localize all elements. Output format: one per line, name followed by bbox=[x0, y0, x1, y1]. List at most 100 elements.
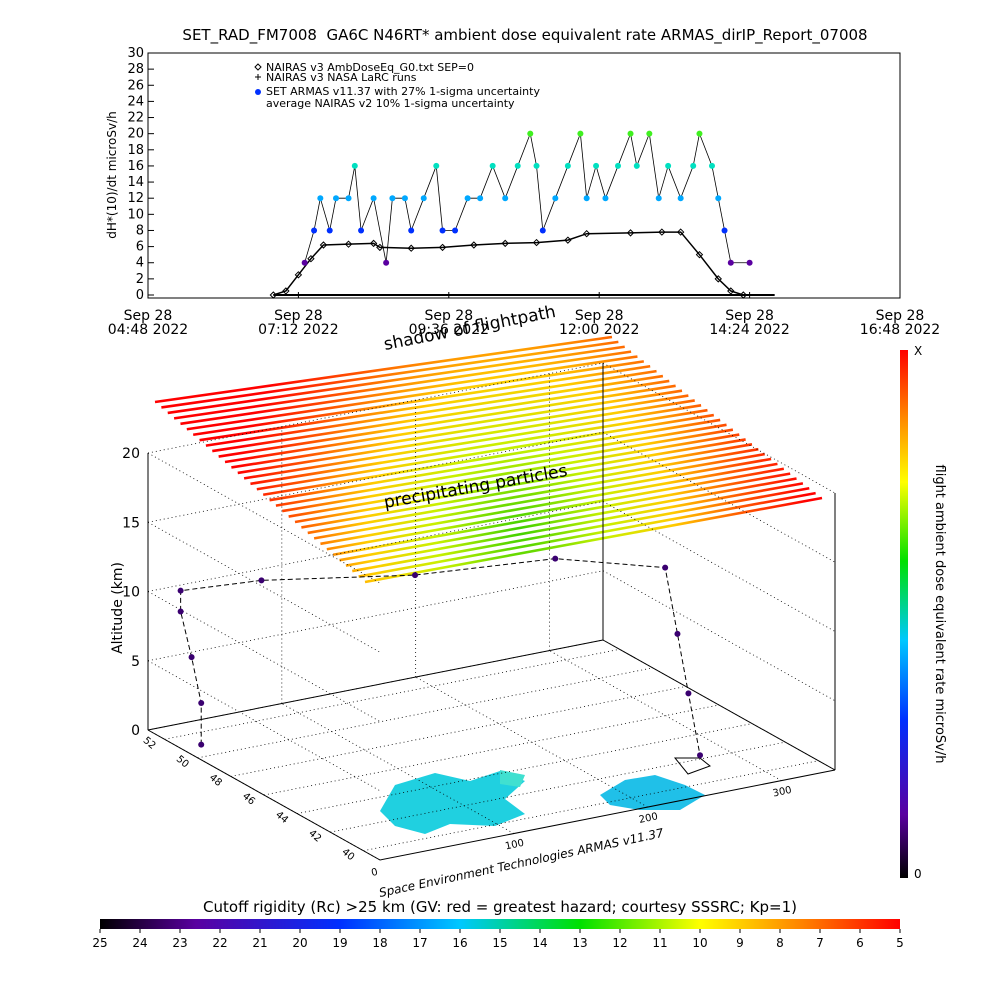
point bbox=[582, 229, 591, 238]
colorbar-tick-label: 12 bbox=[612, 936, 627, 950]
surface-line bbox=[173, 350, 632, 420]
point bbox=[714, 275, 722, 283]
surface-line bbox=[326, 467, 785, 551]
z-tick-label: 0 bbox=[131, 723, 140, 739]
surface-line bbox=[262, 418, 721, 497]
point bbox=[464, 195, 471, 202]
surface-line bbox=[224, 389, 683, 464]
point bbox=[690, 162, 697, 169]
point bbox=[539, 227, 546, 234]
x-tick-label: Sep 28 14:24 2022 bbox=[709, 308, 789, 338]
colorbar-title: Cutoff rigidity (Rc) >25 km (GV: red = g… bbox=[203, 898, 797, 916]
flight-point bbox=[177, 608, 184, 615]
y-tick-label: 48 bbox=[207, 772, 224, 789]
surface-line bbox=[339, 477, 797, 562]
colorbar-tick-label: 20 bbox=[292, 936, 307, 950]
surface-line bbox=[192, 364, 651, 437]
colorbar-tick-label: 18 bbox=[372, 936, 387, 950]
colorbar-tick-label: 10 bbox=[692, 936, 707, 950]
surface-line bbox=[231, 394, 689, 469]
point bbox=[407, 244, 415, 252]
surface-line bbox=[320, 462, 778, 546]
point bbox=[317, 195, 324, 202]
series-line bbox=[273, 231, 744, 296]
x-tick-label: 100 bbox=[504, 838, 525, 853]
x-tick-label: 300 bbox=[772, 785, 793, 800]
surface-line bbox=[250, 408, 708, 486]
point bbox=[358, 227, 365, 234]
y-tick-label: 28 bbox=[127, 62, 144, 77]
land bbox=[600, 775, 705, 810]
surface-line bbox=[161, 340, 619, 409]
surface-line bbox=[237, 399, 695, 475]
grid-line bbox=[602, 639, 836, 771]
point bbox=[514, 162, 521, 169]
y-tick-label: 8 bbox=[136, 223, 144, 238]
point bbox=[695, 250, 704, 259]
surface-line bbox=[345, 482, 804, 567]
legend-marker bbox=[255, 89, 261, 95]
flight-point bbox=[552, 555, 559, 562]
colorbar-tick-label: 24 bbox=[132, 936, 147, 950]
grid-line bbox=[602, 501, 836, 632]
point bbox=[351, 162, 358, 169]
colorbar-tick-label: 11 bbox=[652, 936, 667, 950]
point bbox=[477, 195, 484, 202]
y-tick-label: 16 bbox=[127, 159, 144, 174]
point bbox=[746, 259, 753, 266]
legend: NAIRAS v3 AmbDoseEq_G0.txt SEP=0 NAIRAS … bbox=[254, 61, 540, 110]
grid-line bbox=[147, 570, 604, 662]
z-axis-label: Altitude (km) bbox=[110, 562, 126, 654]
land bbox=[380, 771, 525, 834]
z-tick-label: 10 bbox=[122, 585, 140, 601]
colorbar-tick-label: 5 bbox=[896, 936, 904, 950]
point bbox=[727, 287, 735, 295]
y-tick-label: 26 bbox=[127, 78, 144, 93]
point bbox=[319, 241, 328, 249]
y-tick-label: 22 bbox=[127, 111, 144, 126]
point bbox=[709, 162, 715, 169]
point bbox=[665, 162, 672, 169]
point bbox=[677, 195, 684, 202]
z-tick-label: 20 bbox=[122, 446, 140, 462]
colorbar-tick-label: 22 bbox=[212, 936, 227, 950]
legend-entry: NAIRAS v3 AmbDoseEq_G0.txt SEP=0 bbox=[266, 61, 474, 74]
y-tick-label: 12 bbox=[127, 191, 144, 206]
flight-point bbox=[177, 587, 184, 594]
surface-line bbox=[275, 428, 734, 507]
point bbox=[301, 259, 308, 266]
point bbox=[376, 243, 384, 252]
point bbox=[655, 195, 662, 202]
surface-line bbox=[167, 345, 625, 415]
point bbox=[633, 162, 640, 169]
point bbox=[333, 195, 339, 202]
point bbox=[369, 239, 378, 248]
colorbar-tick-label: 14 bbox=[532, 936, 547, 950]
point bbox=[269, 291, 278, 299]
colorbar-tick-label: 17 bbox=[412, 936, 427, 950]
point bbox=[626, 229, 635, 237]
surface-line bbox=[332, 472, 791, 557]
y-tick-label: 24 bbox=[127, 94, 144, 109]
surface-line bbox=[218, 384, 676, 458]
legend-marker bbox=[255, 74, 261, 80]
point bbox=[739, 291, 748, 299]
point bbox=[532, 238, 541, 247]
y-tick-label: 30 bbox=[127, 46, 144, 61]
z-tick-label: 15 bbox=[122, 515, 140, 531]
point bbox=[615, 162, 621, 169]
point bbox=[433, 162, 440, 169]
chart-title: SET_RAD_FM7008 GA6C N46RT* ambient dose … bbox=[182, 26, 867, 45]
point bbox=[294, 271, 303, 279]
surface-line bbox=[364, 496, 823, 584]
floor-edge bbox=[147, 639, 604, 731]
legend-entry: average NAIRAS v2 10% 1-sigma uncertaint… bbox=[266, 97, 515, 110]
grid-line bbox=[602, 570, 836, 702]
colorbar-tick-label: 8 bbox=[776, 936, 784, 950]
point bbox=[658, 228, 666, 236]
surface-line bbox=[205, 374, 664, 447]
grid-line bbox=[197, 667, 653, 759]
surface-line bbox=[294, 443, 753, 524]
point bbox=[552, 195, 559, 202]
point bbox=[282, 287, 290, 295]
